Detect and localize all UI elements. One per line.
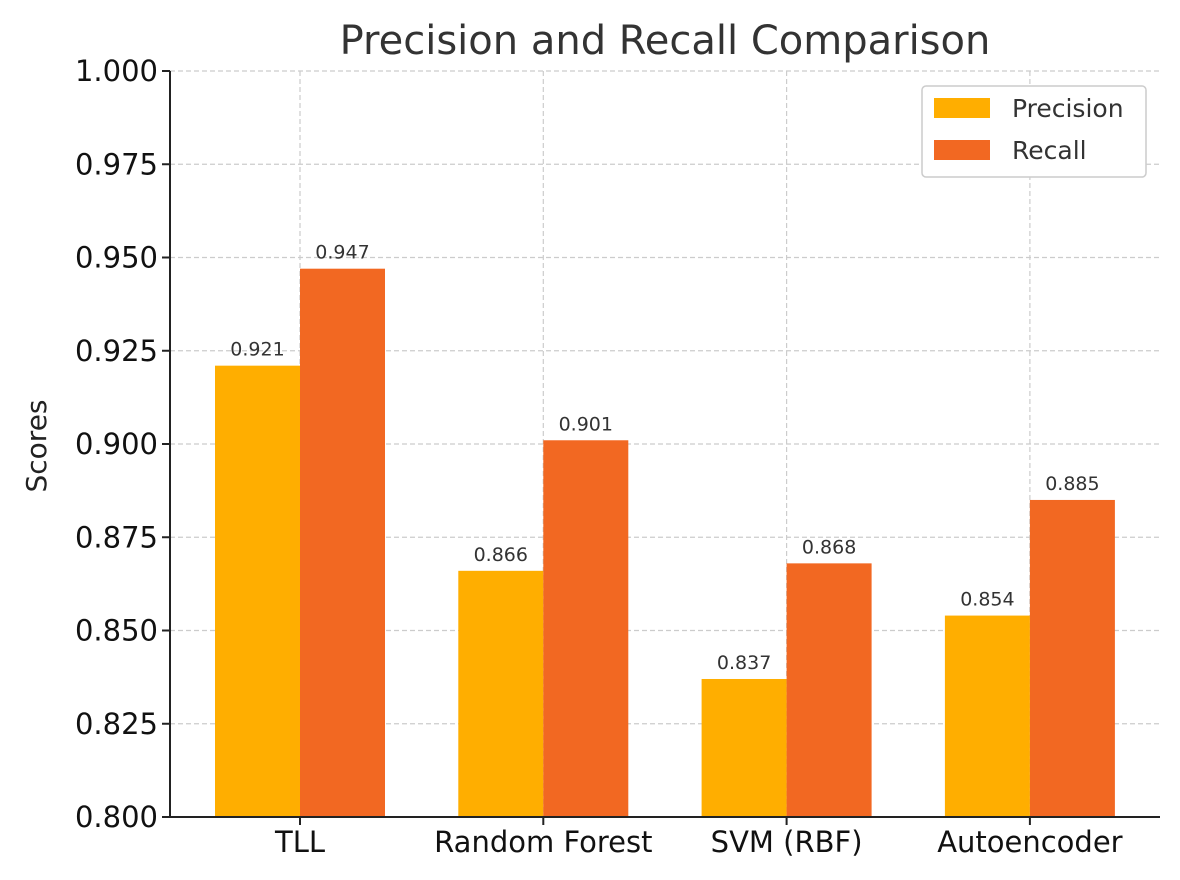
bars — [215, 268, 1115, 817]
y-tick-label: 0.975 — [75, 147, 158, 181]
data-label: 0.837 — [717, 652, 771, 674]
bar-precision — [944, 615, 1030, 817]
data-label: 0.868 — [802, 536, 856, 558]
y-tick-label: 0.950 — [75, 241, 158, 275]
bar-recall — [543, 440, 629, 817]
tick-labels: 0.800 0.825 0.850 0.875 0.900 0.925 0.950 0.975… — [75, 54, 1123, 859]
y-tick-label: 0.850 — [75, 614, 158, 648]
bar-recall — [786, 563, 872, 817]
x-tick-label: Autoencoder — [937, 825, 1122, 859]
bar-recall — [300, 268, 385, 817]
bar-precision — [215, 365, 300, 817]
legend: Precision Recall — [921, 85, 1147, 178]
y-axis-label: Scores — [20, 399, 53, 492]
y-tick-label: 0.825 — [75, 707, 158, 741]
data-label: 0.947 — [315, 242, 369, 264]
bar-recall — [1029, 499, 1115, 817]
y-tick-label: 0.875 — [75, 520, 158, 554]
bar-precision — [701, 678, 787, 817]
data-labels: 0.921 0.866 0.837 0.854 0.947 0.901 0.868 0.885 — [230, 242, 1099, 674]
x-tick-label: SVM (RBF) — [711, 825, 863, 859]
y-tick-label: 1.000 — [75, 54, 158, 88]
y-tick-label: 0.800 — [75, 800, 158, 834]
data-label: 0.866 — [474, 544, 528, 566]
x-tick-label: Random Forest — [434, 825, 652, 859]
legend-swatch-precision — [934, 98, 990, 118]
data-label: 0.854 — [960, 589, 1014, 611]
y-tick-label: 0.925 — [75, 334, 158, 368]
data-label: 0.921 — [230, 339, 284, 361]
data-label: 0.885 — [1045, 473, 1099, 495]
bar-precision — [458, 570, 544, 817]
legend-swatch-recall — [934, 140, 990, 160]
data-label: 0.901 — [559, 413, 613, 435]
chart-title: Precision and Recall Comparison — [340, 18, 991, 64]
y-tick-label: 0.900 — [75, 427, 158, 461]
legend-label: Recall — [1012, 136, 1087, 165]
x-tick-label: TLL — [274, 825, 325, 859]
legend-label: Precision — [1012, 94, 1124, 123]
axes — [162, 70, 1160, 825]
